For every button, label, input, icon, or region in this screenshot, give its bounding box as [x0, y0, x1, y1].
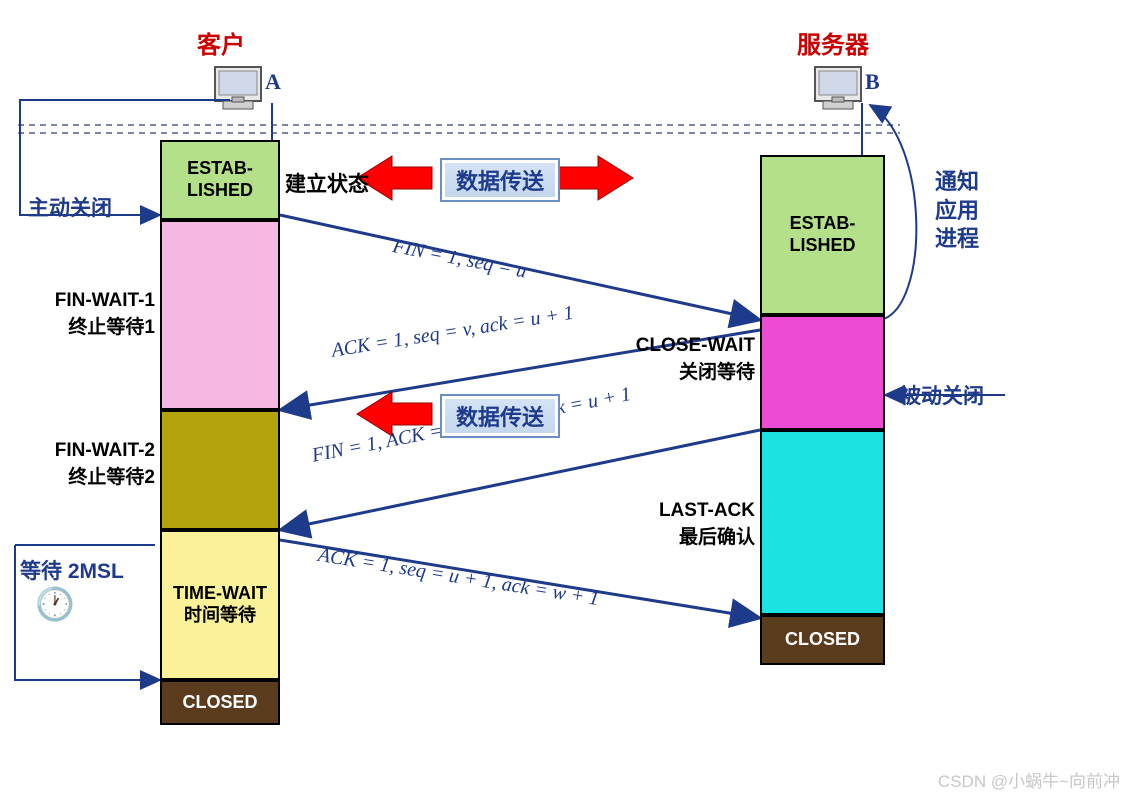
role-letter: B — [865, 69, 880, 95]
notify-app-label: 通知 应用 进程 — [935, 168, 979, 254]
clock-icon: 🕐 — [35, 585, 75, 623]
established-sub: 建立状态 — [285, 168, 369, 198]
close-wait-label: CLOSE-WAIT 关闭等待 — [625, 335, 755, 384]
fin-wait-1-label: FIN-WAIT-1 终止等待1 — [25, 290, 155, 339]
role-title: 客户 — [197, 25, 245, 60]
data-banner: 数据传送 — [440, 394, 560, 438]
server-state: ESTAB- LISHED — [760, 155, 885, 315]
passive-close-label: 被动关闭 — [900, 380, 984, 410]
client-state: ESTAB- LISHED — [160, 140, 280, 220]
fin-wait-2-label: FIN-WAIT-2 终止等待2 — [25, 440, 155, 489]
server-state: CLOSED — [760, 615, 885, 665]
server-state — [760, 430, 885, 615]
watermark: CSDN @小蜗牛~向前冲 — [938, 767, 1120, 792]
last-ack-label: LAST-ACK 最后确认 — [640, 500, 755, 549]
client-state: CLOSED — [160, 680, 280, 725]
data-banner: 数据传送 — [440, 158, 560, 202]
client-state — [160, 410, 280, 530]
active-close-label: 主动关闭 — [28, 192, 112, 222]
wait-2msl-label: 等待 2MSL — [20, 555, 124, 585]
client-state — [160, 220, 280, 410]
client-state: TIME-WAIT 时间等待 — [160, 530, 280, 680]
role-title: 服务器 — [797, 25, 869, 60]
server-state — [760, 315, 885, 430]
role-letter: A — [265, 69, 281, 95]
